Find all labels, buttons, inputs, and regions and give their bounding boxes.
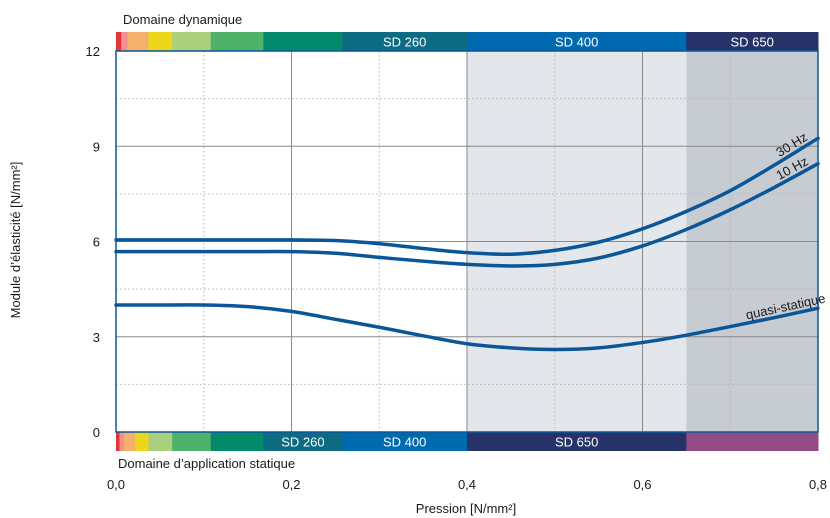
x-tick-label: 0,0 — [107, 477, 125, 492]
y-tick-label: 6 — [93, 235, 100, 250]
top-band-segment-6 — [263, 32, 343, 51]
bottom-band-segment-2 — [123, 432, 136, 451]
bottom-band-segment-8 — [342, 432, 468, 451]
bottom-band: SD 260 SD 400 SD 650 — [116, 432, 819, 451]
top-band: SD 260 SD 400 SD 650 — [116, 32, 819, 51]
y-tick-label: 0 — [93, 425, 100, 440]
tick-labels: 0 3 6 9 12 0,0 0,2 0,4 0,6 0,8 — [86, 44, 828, 492]
bottom-band-segment-label: SD 260 — [281, 435, 324, 450]
bottom-band-segment-4 — [148, 432, 173, 451]
top-band-segment-8 — [467, 32, 687, 51]
bottom-band-segment-9 — [467, 432, 687, 451]
bottom-band-segment-1 — [119, 432, 125, 451]
y-tick-label: 9 — [93, 139, 100, 154]
bottom-band-segment-label: SD 400 — [383, 435, 426, 450]
series-lines — [114, 136, 820, 352]
top-band-segment-9 — [686, 32, 819, 51]
bottom-band-segment-10 — [686, 432, 819, 451]
bottom-band-label: Domaine d’application statique — [118, 456, 295, 471]
top-band-segment-2 — [127, 32, 149, 51]
x-tick-label: 0,2 — [282, 477, 300, 492]
series-line — [114, 161, 820, 268]
top-band-segment-1 — [121, 32, 128, 51]
x-tick-label: 0,4 — [458, 477, 476, 492]
bottom-band-segment-0 — [116, 432, 121, 451]
bottom-band-segment-5 — [172, 432, 212, 451]
top-band-segment-7 — [342, 32, 468, 51]
top-band-label: Domaine dynamique — [123, 12, 242, 27]
x-axis-label: Pression [N/mm²] — [416, 501, 516, 516]
top-band-segment-label: SD 260 — [383, 35, 426, 50]
x-tick-label: 0,8 — [809, 477, 827, 492]
bottom-band-segment-3 — [135, 432, 149, 451]
bottom-band-segment-6 — [210, 432, 264, 451]
series-line — [114, 136, 820, 257]
y-axis-label: Module d’élasticité [N/mm²] — [8, 162, 23, 319]
bottom-band-segment-label: SD 650 — [555, 435, 598, 450]
bottom-band-segment-7 — [263, 432, 343, 451]
top-band-segment-3 — [148, 32, 173, 51]
top-band-segment-label: SD 400 — [555, 35, 598, 50]
x-tick-label: 0,6 — [633, 477, 651, 492]
series-line — [114, 303, 820, 352]
y-tick-label: 12 — [86, 44, 100, 59]
top-band-segment-0 — [116, 32, 122, 51]
top-band-segment-4 — [172, 32, 212, 51]
top-band-segment-label: SD 650 — [731, 35, 774, 50]
top-band-segment-5 — [210, 32, 264, 51]
y-tick-label: 3 — [93, 330, 100, 345]
